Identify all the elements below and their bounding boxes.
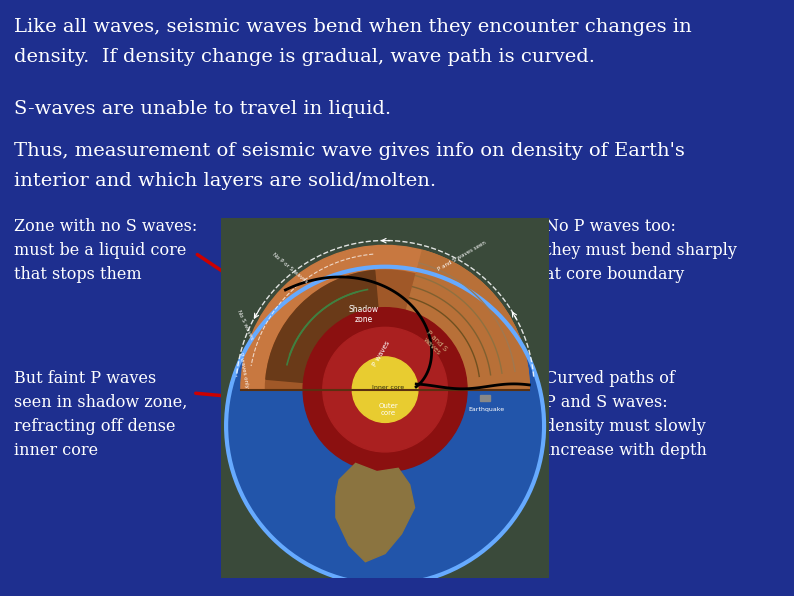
Text: inner core: inner core	[14, 442, 98, 459]
Text: But faint P waves: But faint P waves	[14, 370, 156, 387]
Text: they must bend sharply: they must bend sharply	[545, 242, 737, 259]
Text: refracting off dense: refracting off dense	[14, 418, 175, 435]
Text: that stops them: that stops them	[14, 266, 141, 283]
Bar	[480, 395, 490, 401]
Text: S-waves are unable to travel in liquid.: S-waves are unable to travel in liquid.	[14, 100, 391, 118]
Text: density.  If density change is gradual, wave path is curved.: density. If density change is gradual, w…	[14, 48, 595, 66]
Circle shape	[353, 357, 418, 423]
Text: Earthquake: Earthquake	[468, 407, 505, 412]
Wedge shape	[266, 271, 385, 390]
Wedge shape	[385, 250, 530, 390]
Text: Zone with no S waves:: Zone with no S waves:	[14, 218, 197, 235]
Text: Outer
core: Outer core	[379, 403, 399, 416]
Text: at core boundary: at core boundary	[545, 266, 684, 283]
Text: seen in shadow zone,: seen in shadow zone,	[14, 394, 187, 411]
Polygon shape	[336, 464, 414, 561]
Text: No S waves: No S waves	[237, 309, 255, 340]
Text: Thus, measurement of seismic wave gives info on density of Earth's: Thus, measurement of seismic wave gives …	[14, 142, 685, 160]
Text: density must slowly: density must slowly	[545, 418, 706, 435]
Circle shape	[323, 327, 447, 452]
Text: P and S waves:: P and S waves:	[545, 394, 668, 411]
Circle shape	[226, 267, 544, 585]
Text: Like all waves, seismic waves bend when they encounter changes in: Like all waves, seismic waves bend when …	[14, 18, 692, 36]
Text: Curved paths of: Curved paths of	[545, 370, 675, 387]
Text: No P or S waves: No P or S waves	[272, 252, 309, 284]
Text: P waves only: P waves only	[238, 352, 249, 388]
Text: P and S waves seen: P and S waves seen	[437, 240, 488, 272]
Text: interior and which layers are solid/molten.: interior and which layers are solid/molt…	[14, 172, 436, 190]
Text: No P waves too:: No P waves too:	[545, 218, 676, 235]
Text: Shadow
zone: Shadow zone	[349, 305, 379, 324]
Text: Inner core: Inner core	[372, 386, 404, 390]
Text: increase with depth: increase with depth	[545, 442, 707, 459]
Wedge shape	[241, 246, 530, 390]
Text: must be a liquid core: must be a liquid core	[14, 242, 187, 259]
Text: P and S
waves: P and S waves	[421, 330, 448, 358]
Text: P waves: P waves	[372, 340, 391, 367]
Circle shape	[303, 308, 467, 471]
Wedge shape	[265, 270, 505, 390]
